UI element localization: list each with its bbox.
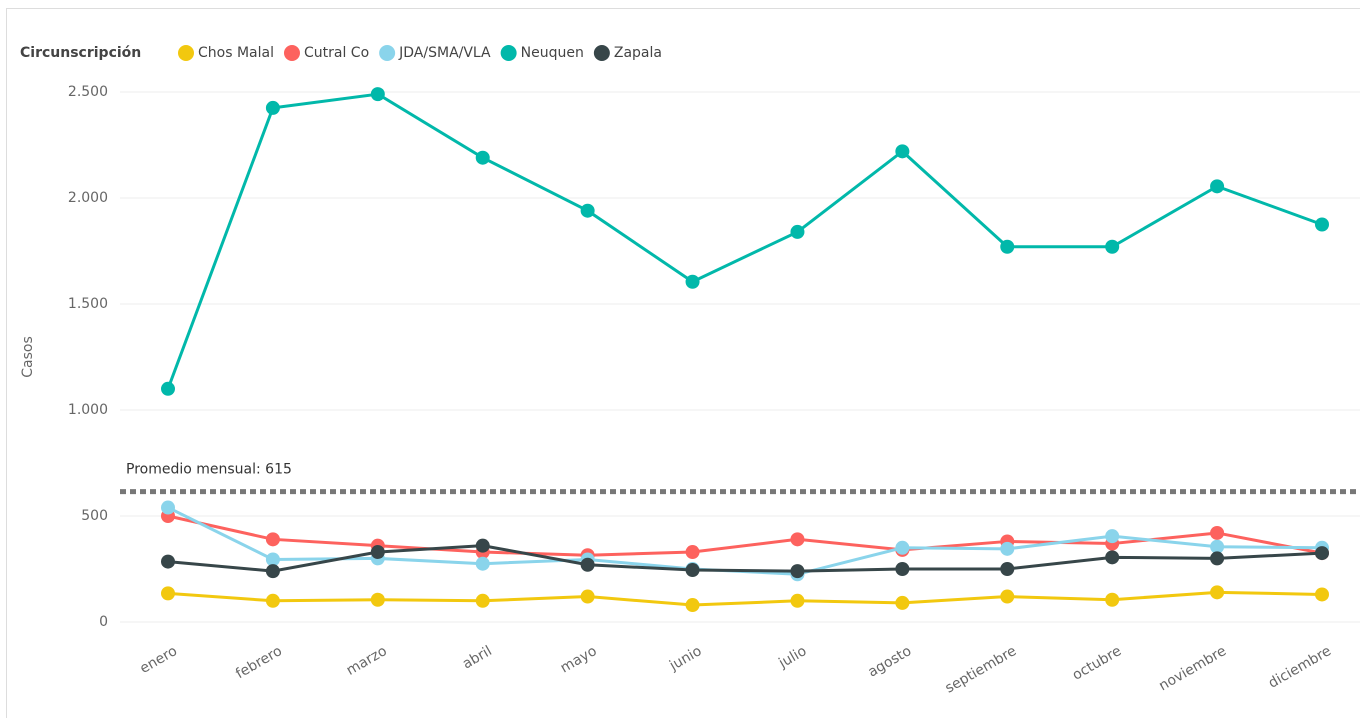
y-tick-label: 500: [81, 508, 108, 524]
data-point: [265, 552, 280, 567]
data-point: [1210, 585, 1225, 600]
data-point: [1105, 592, 1120, 607]
data-point: [265, 593, 280, 608]
data-point: [161, 554, 175, 569]
data-point: [370, 592, 385, 607]
legend-marker: [283, 45, 300, 61]
data-point: [580, 203, 595, 218]
data-point: [895, 562, 910, 576]
legend-marker: [379, 45, 396, 61]
data-point: [685, 563, 700, 578]
legend-label: Chos Malal: [198, 45, 274, 61]
data-point: [161, 381, 175, 396]
data-point: [1105, 529, 1120, 544]
legend-marker: [178, 45, 194, 61]
data-point: [1315, 546, 1329, 561]
data-point: [475, 538, 490, 553]
y-axis-label: Casos: [20, 336, 36, 378]
data-point: [1000, 239, 1015, 254]
data-point: [475, 593, 490, 608]
data-point: [265, 100, 280, 115]
data-point: [580, 557, 595, 572]
data-point: [895, 595, 910, 610]
data-point: [1315, 217, 1329, 232]
data-point: [475, 556, 490, 571]
y-tick-label: 2.500: [68, 84, 108, 100]
frame: [6, 8, 1360, 718]
y-tick-label: 2.000: [68, 190, 108, 206]
data-point: [265, 564, 280, 579]
legend-label: Neuquen: [521, 45, 584, 61]
data-point: [475, 150, 490, 165]
legend-label: JDA/SMA/VLA: [398, 45, 491, 61]
legend-title: Circunscripción: [20, 45, 141, 61]
data-point: [685, 545, 700, 560]
data-point: [895, 540, 910, 555]
data-point: [1105, 550, 1120, 565]
data-point: [161, 500, 175, 515]
data-point: [370, 87, 385, 102]
data-point: [1315, 587, 1329, 602]
data-point: [685, 274, 700, 289]
data-point: [1000, 589, 1015, 604]
data-point: [790, 224, 805, 239]
data-point: [895, 144, 910, 159]
reference-label: Promedio mensual: 615: [126, 462, 292, 478]
series-line: [167, 514, 1323, 557]
series-line: [167, 590, 1323, 607]
data-point: [580, 589, 595, 604]
data-point: [1105, 239, 1120, 254]
legend-label: Zapala: [614, 45, 662, 61]
data-point: [1000, 562, 1015, 576]
y-tick-label: 1.000: [68, 402, 108, 418]
data-point: [790, 532, 805, 547]
data-point: [790, 593, 805, 608]
data-point: [161, 586, 175, 601]
series-line: [167, 544, 1323, 573]
data-point: [1210, 525, 1225, 540]
data-point: [265, 532, 280, 547]
series-line: [166, 92, 1323, 390]
data-point: [790, 564, 805, 579]
data-point: [685, 598, 700, 613]
data-point: [1210, 551, 1225, 566]
legend-marker: [500, 45, 517, 61]
data-point: [370, 545, 385, 560]
legend-marker: [593, 45, 610, 61]
legend-label: Cutral Co: [304, 45, 369, 61]
y-tick-label: 0: [99, 614, 108, 630]
y-tick-label: 1.500: [68, 296, 108, 312]
data-point: [1210, 179, 1225, 194]
data-point: [1210, 539, 1225, 554]
data-point: [1000, 541, 1015, 556]
